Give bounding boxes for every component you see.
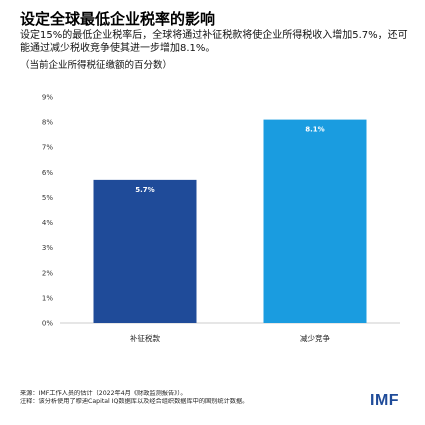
y-tick-label: 1%	[42, 294, 53, 302]
y-tick-label: 6%	[42, 169, 53, 177]
bar	[93, 179, 197, 323]
y-tick-label: 4%	[42, 219, 53, 227]
chart-subtitle: 设定15%的最低企业税率后，全球将通过补征税款将使企业所得税收入增加5.7%，还…	[20, 30, 408, 54]
imf-logo: IMF	[370, 392, 400, 409]
y-tick-label: 5%	[42, 194, 53, 202]
x-tick-label: 减少竞争	[300, 333, 330, 343]
bar-value-label: 5.7%	[135, 186, 154, 194]
footnote: 注释：该分析使用了穆迪Capital IQ数据库以及经合组织数据库中的国别统计数…	[20, 398, 249, 405]
bar-value-label: 8.1%	[305, 126, 324, 134]
x-tick-label: 补征税款	[130, 333, 160, 343]
y-tick-label: 8%	[42, 119, 53, 127]
footer: 来源：IMF工作人员的估计（2022年4月《财政监测报告》）。 注释：该分析使用…	[20, 390, 350, 406]
y-tick-label: 0%	[42, 320, 53, 328]
y-tick-label: 3%	[42, 244, 53, 252]
y-tick-label: 9%	[42, 94, 53, 102]
chart-title: 设定全球最低企业税率的影响	[20, 10, 216, 28]
chart-unit-note: （当前企业所得税征缴额的百分数）	[20, 60, 173, 71]
y-tick-label: 7%	[42, 144, 53, 152]
y-tick-label: 2%	[42, 269, 53, 277]
bar	[263, 119, 367, 323]
source-note: 来源：IMF工作人员的估计（2022年4月《财政监测报告》）。	[20, 390, 187, 397]
